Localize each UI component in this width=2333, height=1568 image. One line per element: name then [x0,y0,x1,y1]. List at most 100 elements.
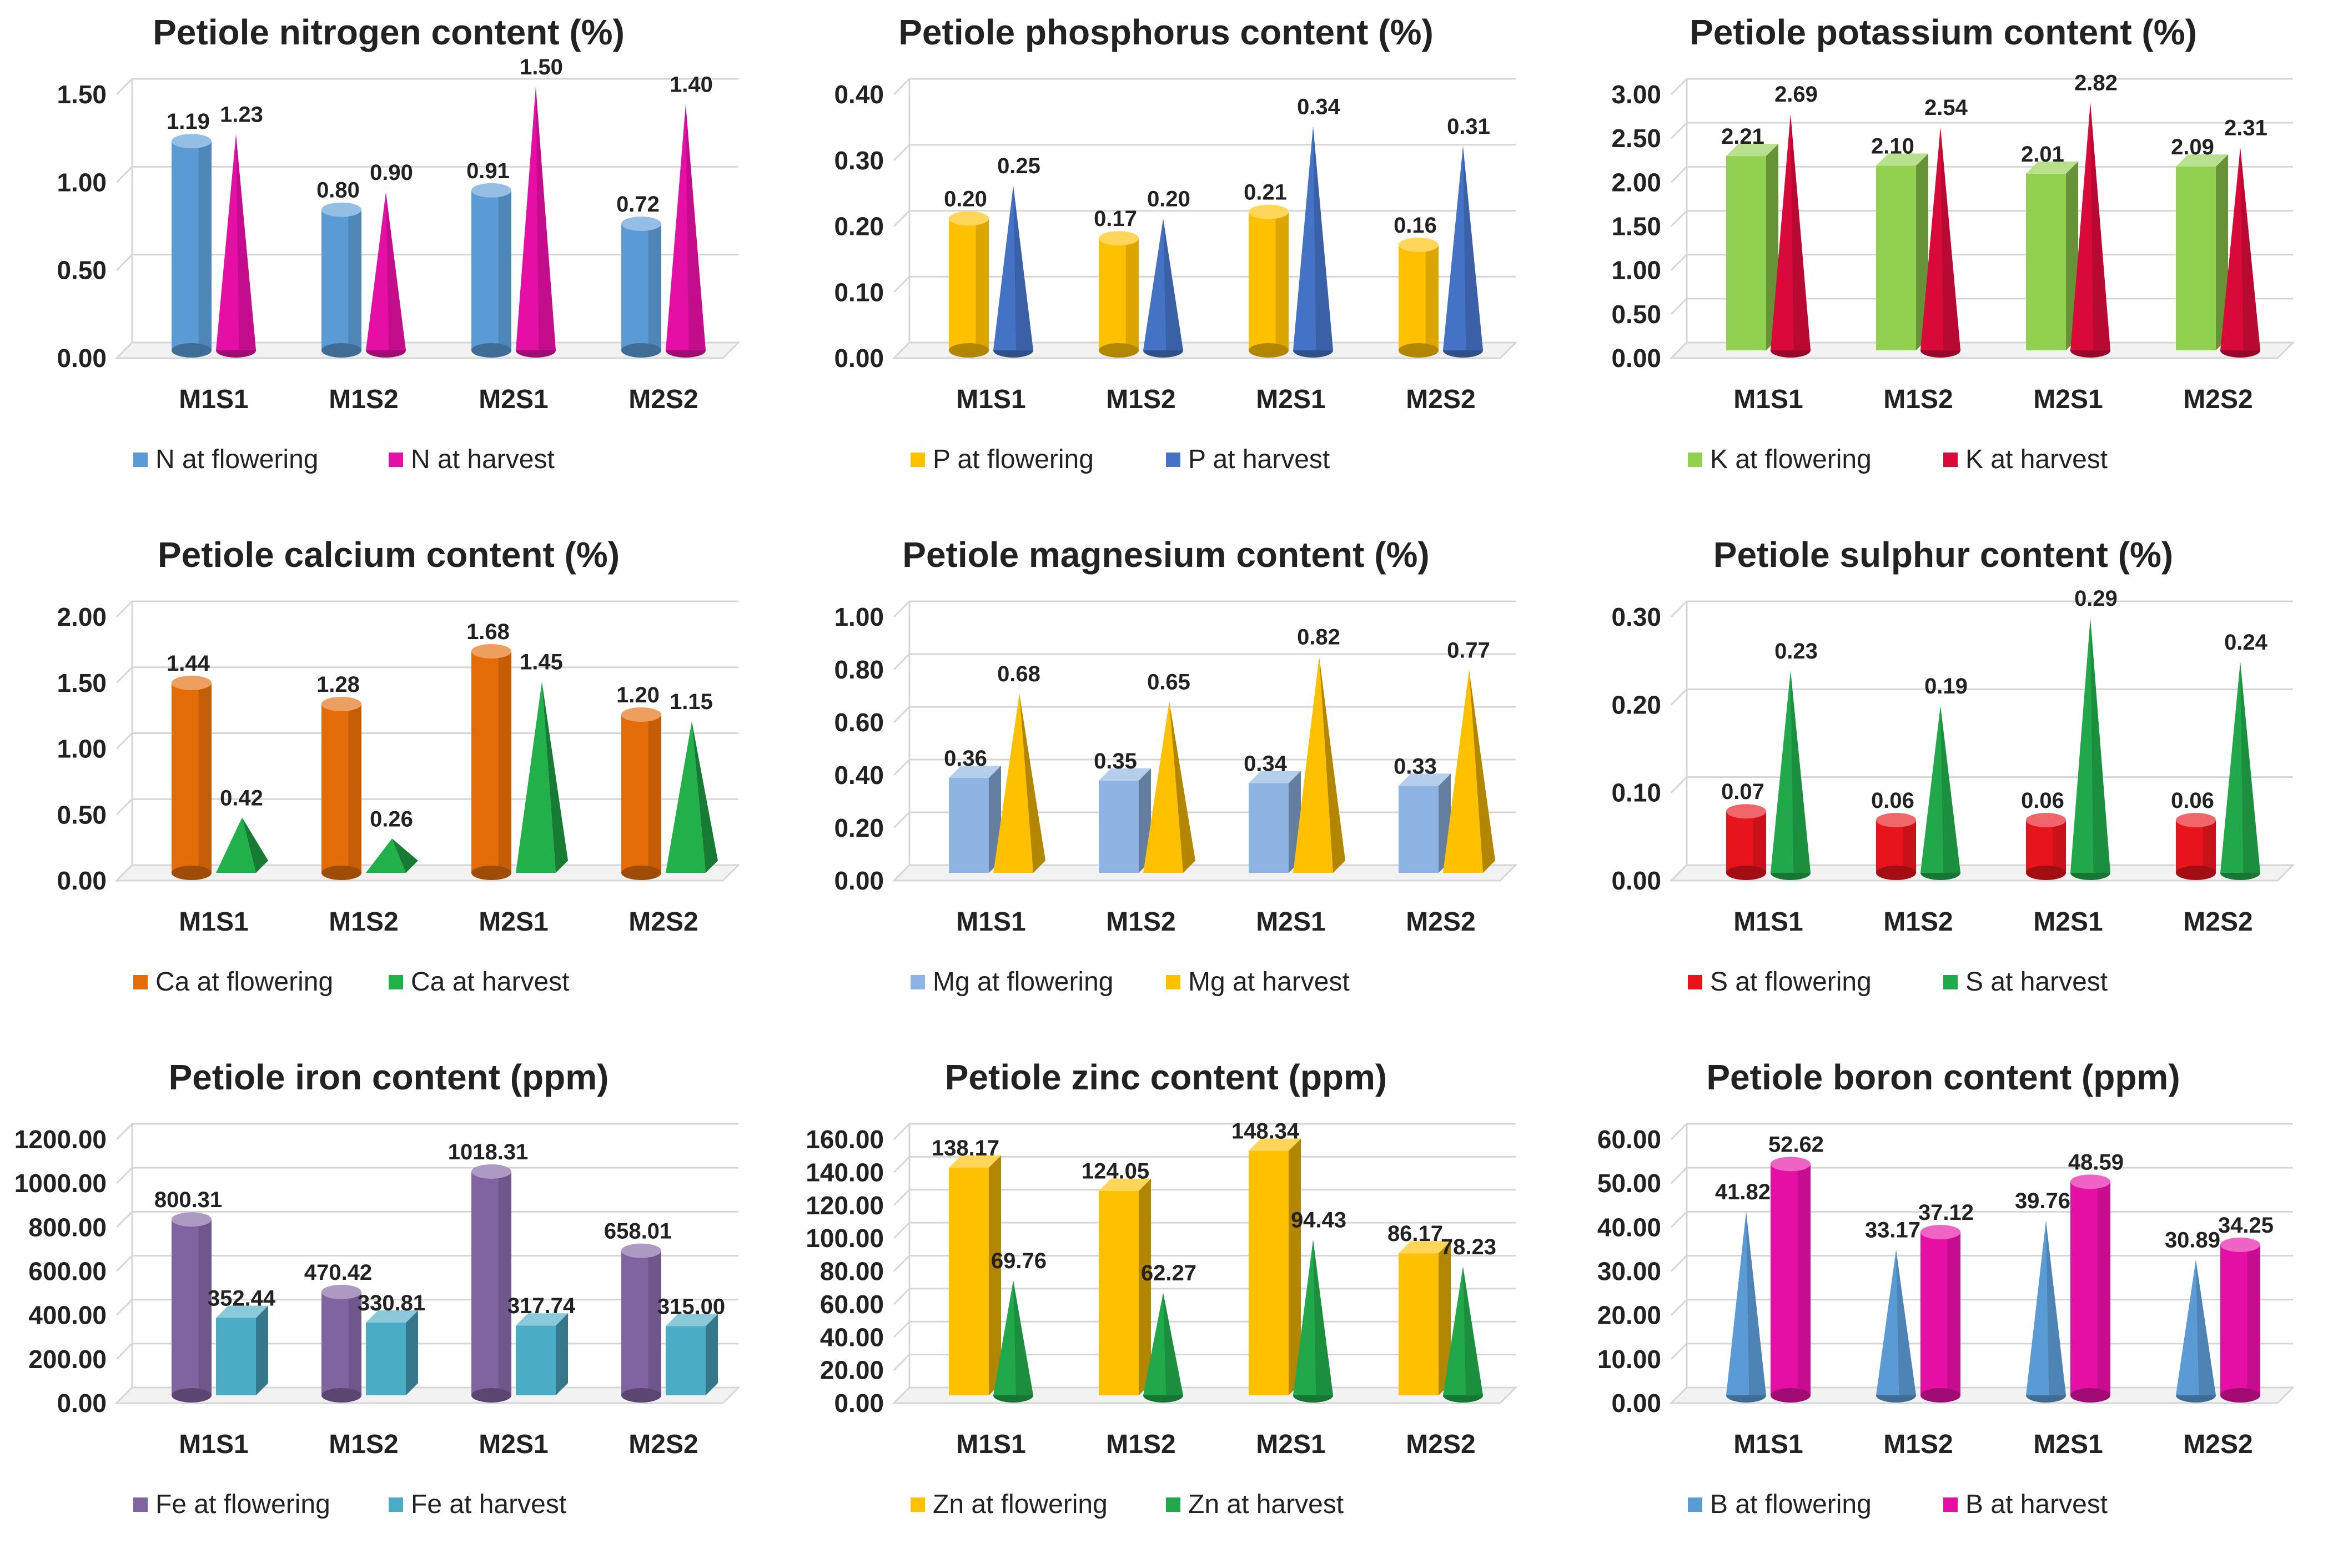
bar-b-at-harvest-m2s1 [2070,1174,2110,1403]
y-tick-label: 0.50 [57,800,107,829]
data-label: 470.42 [304,1260,372,1285]
data-label: 148.34 [1231,1119,1300,1144]
data-label: 1.45 [520,650,563,675]
x-category-label: M2S2 [2183,907,2252,937]
y-tick-label: 0.00 [1611,344,1661,373]
legend-label: Fe at harvest [411,1490,566,1519]
legend-label: Mg at harvest [1188,967,1350,997]
sulphur-chart-panel: Petiole sulphur content (%) 0.00 0.10 0.20 0… [1555,522,2332,1045]
data-label: 315.00 [657,1294,725,1319]
y-tick-label: 0.20 [834,212,884,241]
data-label: 48.59 [2068,1150,2124,1174]
bar-n-at-harvest-m2s2 [666,104,706,358]
bar-ca-at-flowering-m2s1 [471,644,511,880]
legend-label: K at harvest [1965,445,2108,474]
data-label: 0.80 [316,178,360,203]
bar-p-at-harvest-m1s2 [1143,218,1183,358]
gridline [1670,1255,2293,1272]
y-tick-label: 30.00 [1597,1257,1661,1286]
legend-label: S at harvest [1965,967,2108,997]
y-tick-label: 60.00 [1597,1125,1661,1154]
data-label: 0.65 [1147,670,1190,694]
y-tick-label: 10.00 [1597,1345,1661,1374]
data-label: 0.90 [370,160,413,185]
x-category-label: M2S1 [1256,385,1325,414]
data-label: 0.07 [1721,780,1764,804]
legend-label: P at harvest [1188,445,1330,474]
bar-fe-at-flowering-m2s1 [471,1164,511,1403]
bar-fe-at-flowering-m2s2 [621,1243,661,1403]
legend-item-n-at-harvest: N at harvest [389,445,555,474]
bar-p-at-harvest-m2s2 [1443,145,1483,358]
sulphur-chart: Petiole sulphur content (%) 0.00 0.10 0.20 0… [1611,535,2295,997]
y-tick-label: 0.30 [834,146,884,175]
potassium-chart: Petiole potassium content (%) 0.00 0.50 1.0… [1611,12,2295,474]
legend-item-p-at-harvest: P at harvest [1166,445,1330,474]
legend-item-b-at-flowering: B at flowering [1688,1490,1872,1519]
y-tick-label: 0.20 [834,813,884,842]
x-category-label: M1S1 [956,1430,1025,1459]
data-label: 0.06 [2021,788,2064,813]
legend-swatch [1166,975,1180,989]
bar-ca-at-flowering-m1s1 [172,676,212,880]
bar-s-at-flowering-m1s2 [1876,813,1916,880]
y-tick-label: 60.00 [820,1290,884,1319]
data-label: 33.17 [1865,1218,1920,1242]
y-tick-label: 400.00 [28,1301,107,1330]
data-label: 1.20 [616,683,660,707]
chart-floor [1669,864,2295,882]
legend-swatch [133,975,148,989]
y-tick-label: 0.80 [834,655,884,684]
gridline [1670,688,2293,706]
phosphorus-chart: Petiole phosphorus content (%) 0.00 0.10 0.… [834,12,1518,474]
data-label: 800.31 [154,1188,222,1212]
gridline [893,144,1516,161]
x-category-label: M1S1 [1733,1430,1803,1459]
x-category-label: M2S2 [1406,907,1475,937]
x-category-label: M2S1 [479,1430,548,1459]
data-label: 2.21 [1721,124,1764,149]
chart-floor [1669,1386,2295,1404]
legend-swatch [1688,453,1702,467]
data-label: 2.10 [1871,134,1914,159]
x-category-label: M2S2 [628,907,698,937]
legend-label: Zn at flowering [933,1490,1108,1519]
bar-s-at-harvest-m1s1 [1771,670,1811,880]
data-label: 0.21 [1244,180,1287,205]
legend-swatch [1688,1497,1702,1512]
data-label: 0.17 [1094,207,1137,231]
bar-mg-at-flowering-m1s2 [1099,768,1151,873]
data-label: 0.91 [466,159,510,183]
bar-p-at-flowering-m1s1 [949,211,989,358]
legend-item-fe-at-harvest: Fe at harvest [389,1490,566,1519]
legend-swatch [1688,975,1702,989]
x-category-label: M2S2 [1406,385,1475,414]
chart-title: Petiole iron content (ppm) [169,1057,609,1097]
bar-s-at-harvest-m2s1 [2070,617,2110,880]
y-tick-label: 0.50 [1611,300,1661,329]
bar-b-at-flowering-m1s2 [1876,1249,1916,1403]
x-category-label: M1S1 [179,385,248,414]
bar-fe-at-flowering-m1s2 [321,1284,361,1403]
legend-item-b-at-harvest: B at harvest [1943,1490,2108,1519]
bar-k-at-flowering-m2s1 [2026,161,2078,350]
data-label: 124.05 [1082,1159,1149,1184]
legend-item-s-at-flowering: S at flowering [1688,967,1872,997]
y-tick-label: 0.00 [834,1389,884,1418]
x-category-label: M1S1 [179,907,248,937]
y-tick-label: 600.00 [28,1257,107,1286]
data-label: 0.25 [997,154,1040,178]
x-category-label: M2S2 [2183,385,2252,414]
data-label: 1.28 [316,672,360,697]
legend-label: B at harvest [1965,1490,2108,1519]
y-tick-label: 0.30 [1611,602,1661,631]
y-tick-label: 2.00 [57,602,107,631]
y-tick-label: 0.10 [834,278,884,306]
y-tick-label: 20.00 [1597,1301,1661,1330]
data-label: 0.33 [1394,754,1437,778]
calcium-chart-panel: Petiole calcium content (%) 0.00 0.50 1.00 1… [0,522,777,1045]
data-label: 69.76 [991,1249,1047,1273]
chart-title: Petiole boron content (ppm) [1706,1057,2180,1097]
data-label: 1.15 [670,690,713,714]
chart-floor [892,864,1518,882]
